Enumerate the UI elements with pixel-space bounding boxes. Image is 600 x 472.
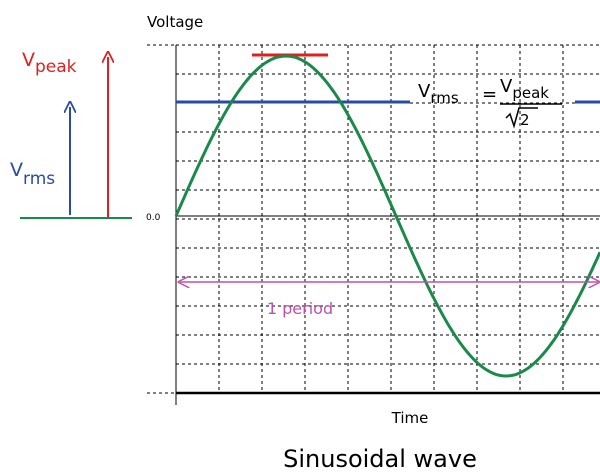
formula-denominator: 2: [520, 111, 530, 129]
formula: Vrms = Vpeak 2: [418, 76, 562, 129]
y-axis-label: Voltage: [147, 13, 203, 31]
formula-lhs: Vrms: [418, 81, 459, 107]
formula-equals: =: [482, 84, 497, 105]
sqrt-sign: [505, 107, 538, 129]
vrms-label: Vrms: [10, 159, 55, 189]
title: Sinusoidal wave: [283, 445, 477, 472]
vpeak-label: Vpeak: [22, 49, 77, 77]
formula-numerator: Vpeak: [500, 76, 549, 102]
x-axis-label: Time: [391, 409, 429, 427]
sine-wave: [174, 54, 600, 378]
zero-label: 0.0: [146, 213, 161, 223]
period-label: 1 period: [267, 299, 333, 318]
